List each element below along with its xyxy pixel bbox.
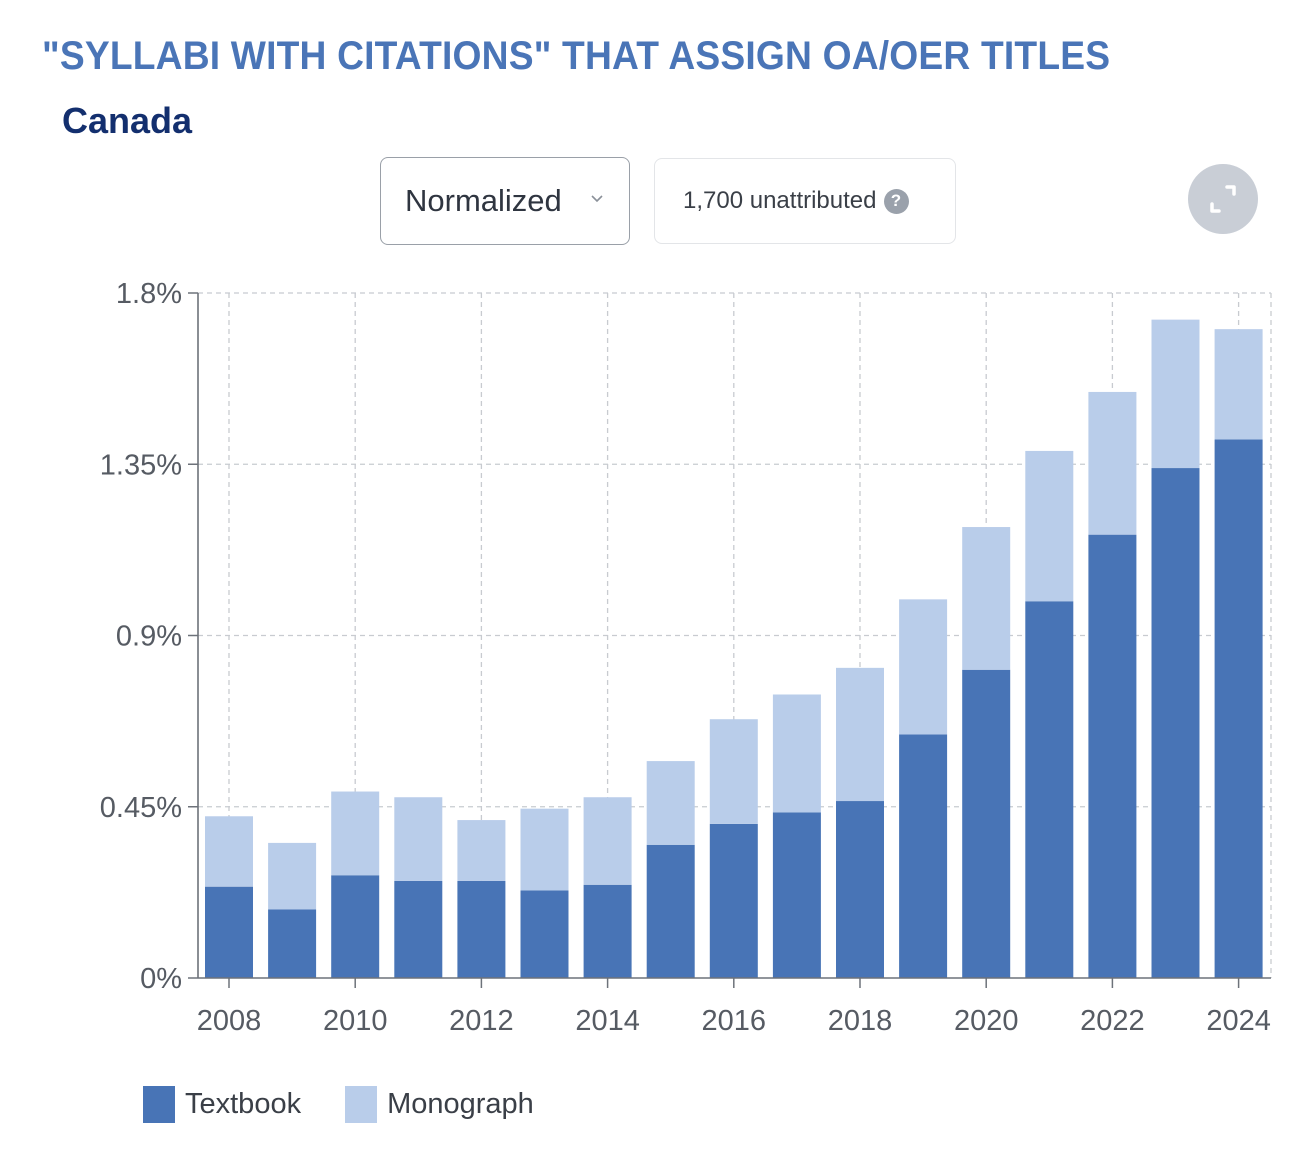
x-tick-label: 2014 (575, 1005, 640, 1037)
y-tick-label: 0% (140, 963, 182, 995)
legend-swatch-monograph (345, 1086, 378, 1123)
bar-monograph-2015[interactable] (646, 761, 695, 845)
legend-label-monograph: Monograph (387, 1088, 534, 1120)
bar-monograph-2019[interactable] (899, 599, 948, 735)
chart-subtitle: Canada (62, 100, 193, 141)
legend-item-monograph[interactable]: Monograph (345, 1086, 534, 1123)
x-tick-label: 2010 (323, 1005, 388, 1037)
legend-swatch-textbook (143, 1086, 175, 1123)
x-tick-label: 2008 (197, 1005, 262, 1037)
bar-monograph-2013[interactable] (520, 808, 569, 891)
bar-textbook-2022[interactable] (1088, 534, 1137, 978)
bar-monograph-2022[interactable] (1088, 391, 1137, 535)
bar-textbook-2017[interactable] (772, 812, 821, 978)
bar-monograph-2008[interactable] (205, 816, 253, 887)
bar-textbook-2020[interactable] (962, 669, 1011, 978)
bar-textbook-2015[interactable] (646, 844, 695, 978)
x-tick-label: 2018 (828, 1005, 893, 1037)
bar-monograph-2010[interactable] (331, 791, 380, 876)
chart-title: "SYLLABI WITH CITATIONS" THAT ASSIGN OA/… (42, 34, 1111, 78)
x-tick-label: 2024 (1206, 1005, 1271, 1037)
bar-monograph-2018[interactable] (836, 667, 884, 802)
chevron-down-icon (591, 195, 603, 203)
bar-textbook-2016[interactable] (709, 823, 758, 978)
bar-textbook-2013[interactable] (520, 890, 569, 978)
bar-monograph-2020[interactable] (962, 527, 1011, 670)
bar-monograph-2012[interactable] (457, 820, 506, 881)
bar-textbook-2023[interactable] (1151, 468, 1200, 978)
legend-item-textbook[interactable]: Textbook (143, 1086, 301, 1123)
bar-monograph-2021[interactable] (1025, 450, 1074, 602)
bar-textbook-2010[interactable] (331, 875, 380, 978)
bar-textbook-2014[interactable] (583, 884, 632, 978)
legend-label-textbook: Textbook (185, 1088, 302, 1120)
bar-monograph-2017[interactable] (772, 694, 821, 813)
bar-textbook-2024[interactable] (1214, 439, 1263, 978)
x-tick-label: 2022 (1080, 1005, 1145, 1037)
bar-textbook-2019[interactable] (899, 734, 948, 978)
bar-textbook-2008[interactable] (205, 886, 253, 978)
y-tick-label: 0.9% (116, 621, 182, 653)
bar-monograph-2009[interactable] (268, 842, 317, 910)
bar-monograph-2016[interactable] (709, 719, 758, 824)
legend: Textbook Monograph (143, 1086, 578, 1123)
y-tick-label: 1.8% (116, 278, 182, 310)
bar-textbook-2009[interactable] (268, 909, 317, 979)
bar-chart: 0% 0.45% 0.9% 1.35% 1.8% 2008 2010 2012 2014 2016… (100, 278, 1272, 1037)
y-tick-label: 0.45% (100, 792, 182, 824)
y-tick-label: 1.35% (100, 449, 182, 481)
bar-monograph-2014[interactable] (583, 797, 632, 885)
expand-button[interactable] (1188, 164, 1258, 234)
bar-monograph-2024[interactable] (1214, 329, 1263, 440)
expand-icon (1210, 185, 1236, 213)
bar-textbook-2011[interactable] (394, 880, 443, 978)
bar-textbook-2021[interactable] (1025, 601, 1074, 978)
bar-textbook-2018[interactable] (836, 801, 884, 978)
x-tick-label: 2012 (449, 1005, 514, 1037)
x-tick-label: 2020 (954, 1005, 1019, 1037)
bar-monograph-2011[interactable] (394, 797, 443, 881)
unattributed-button[interactable]: 1,700 unattributed ? (654, 158, 956, 244)
x-tick-label: 2016 (702, 1005, 767, 1037)
help-icon[interactable]: ? (883, 188, 909, 214)
bar-textbook-2012[interactable] (457, 880, 506, 978)
mode-select-label: Normalized (405, 183, 562, 218)
mode-select[interactable]: Normalized (380, 157, 630, 245)
bar-monograph-2023[interactable] (1151, 319, 1200, 469)
unattributed-label: 1,700 unattributed (683, 187, 877, 214)
